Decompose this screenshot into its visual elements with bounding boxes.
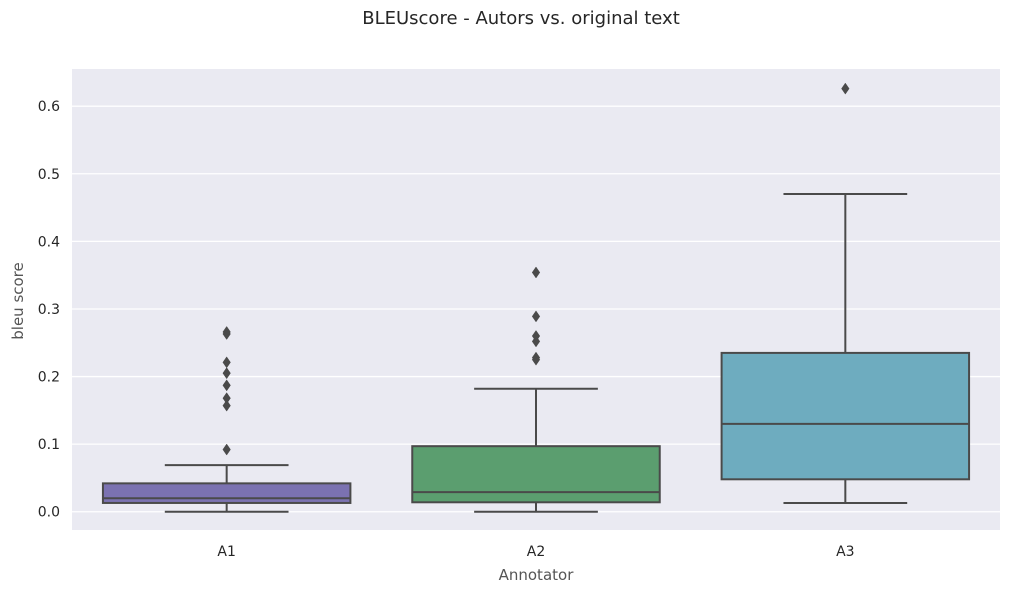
x-tick-label: A3 — [836, 544, 854, 560]
iqr-box — [411, 445, 661, 504]
x-axis-ticks: A1 A2 A3 — [217, 544, 854, 560]
box-group-A1 — [101, 326, 352, 513]
box-group-A2 — [411, 266, 661, 513]
boxes — [101, 82, 971, 513]
y-axis-label: bleu score — [9, 262, 27, 340]
y-tick-label: 0.4 — [38, 234, 60, 250]
outlier-point — [531, 266, 541, 279]
iqr-box — [101, 482, 352, 504]
x-tick-label: A2 — [527, 544, 545, 560]
y-tick-label: 0.2 — [38, 370, 60, 386]
x-axis-label: Annotator — [499, 566, 575, 584]
y-axis-ticks: 0.0 0.1 0.2 0.3 0.4 0.5 0.6 — [38, 99, 60, 521]
outlier-point — [531, 310, 541, 323]
outlier-point — [222, 443, 231, 456]
outlier-point — [222, 367, 231, 380]
chart-title: BLEUscore - Autors vs. original text — [362, 8, 680, 29]
box-group-A3 — [720, 82, 971, 504]
outlier-point — [222, 392, 231, 405]
outlier-point — [222, 356, 231, 369]
outlier-point — [531, 351, 541, 364]
y-tick-label: 0.6 — [38, 99, 60, 115]
outlier-point — [222, 326, 231, 338]
outlier-point — [531, 330, 541, 342]
x-tick-label: A1 — [217, 544, 235, 560]
y-tick-label: 0.3 — [38, 302, 60, 318]
outlier-point — [222, 399, 231, 412]
outlier-point — [222, 379, 231, 392]
outlier-point — [841, 82, 850, 95]
y-tick-label: 0.1 — [38, 437, 60, 453]
y-tick-label: 0.0 — [38, 505, 60, 521]
iqr-box — [720, 351, 971, 481]
y-tick-label: 0.5 — [38, 167, 60, 183]
